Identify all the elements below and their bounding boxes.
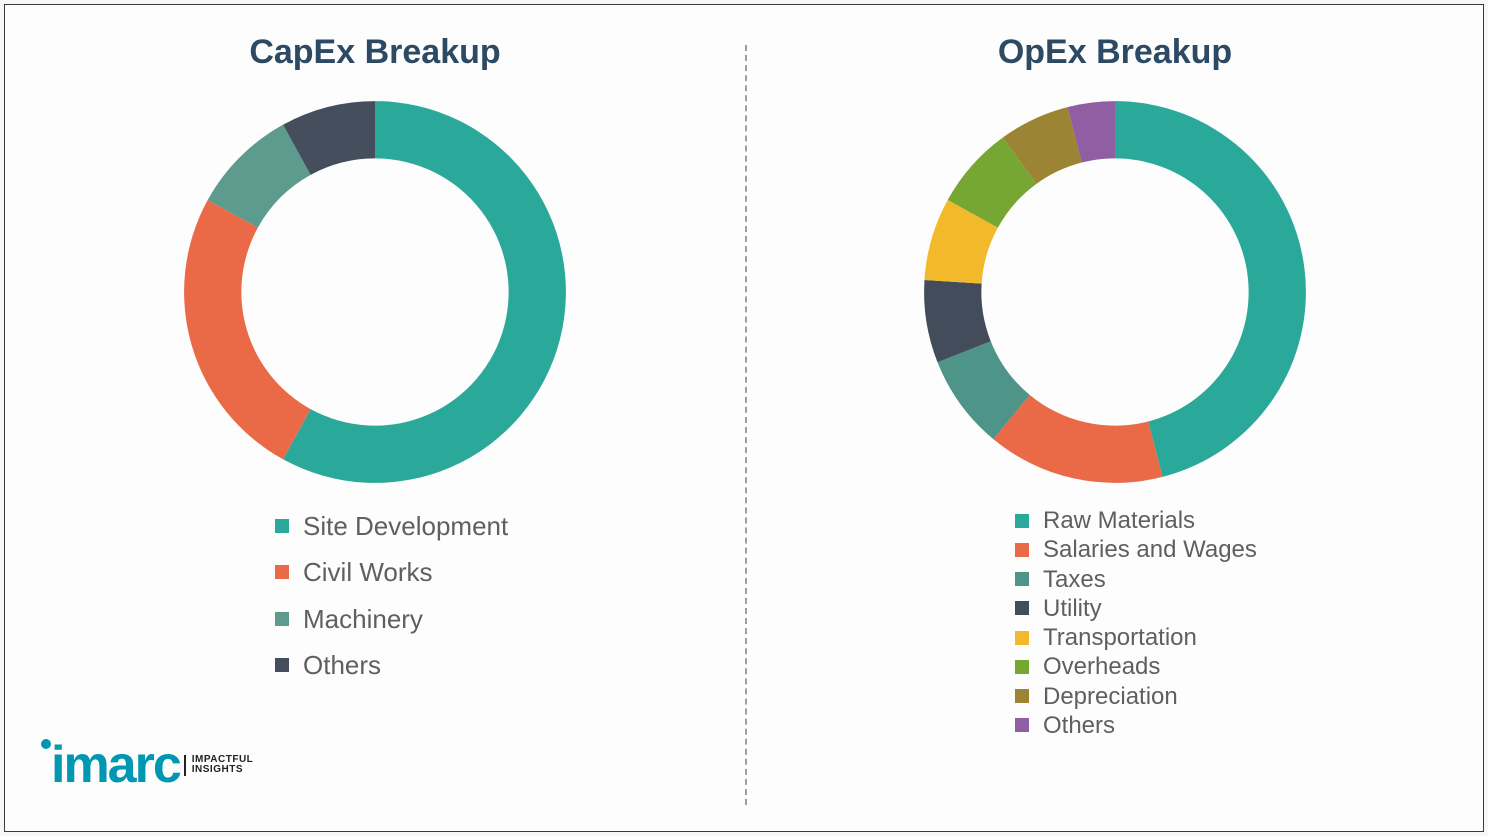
legend-item: Transportation	[1015, 623, 1257, 652]
legend-item: Overheads	[1015, 652, 1257, 681]
legend-label: Others	[1043, 711, 1115, 740]
brand-mark: imarc	[41, 739, 180, 791]
opex-panel: OpEx Breakup Raw MaterialsSalaries and W…	[745, 5, 1485, 831]
legend-label: Site Development	[303, 506, 508, 546]
legend-item: Others	[1015, 711, 1257, 740]
tagline-line1: IMPACTFUL	[192, 754, 254, 765]
legend-swatch	[275, 565, 289, 579]
legend-label: Machinery	[303, 599, 423, 639]
legend-label: Utility	[1043, 594, 1102, 623]
legend-label: Transportation	[1043, 623, 1197, 652]
capex-donut-chart	[165, 82, 585, 502]
donut-slice	[1115, 101, 1306, 477]
brand-text: imarc	[51, 736, 180, 794]
legend-swatch	[1015, 689, 1029, 703]
legend-item: Utility	[1015, 594, 1257, 623]
tagline-line2: INSIGHTS	[192, 764, 243, 775]
legend-label: Raw Materials	[1043, 506, 1195, 535]
legend-label: Depreciation	[1043, 682, 1178, 711]
brand-logo: imarc IMPACTFUL INSIGHTS	[41, 739, 253, 791]
opex-legend: Raw MaterialsSalaries and WagesTaxesUtil…	[1015, 506, 1257, 740]
legend-item: Depreciation	[1015, 682, 1257, 711]
capex-title: CapEx Breakup	[249, 33, 500, 72]
legend-swatch	[1015, 601, 1029, 615]
donut-slice	[184, 200, 311, 459]
legend-item: Salaries and Wages	[1015, 535, 1257, 564]
legend-label: Salaries and Wages	[1043, 535, 1257, 564]
chart-frame: CapEx Breakup Site Development Civil Work…	[4, 4, 1484, 832]
opex-title: OpEx Breakup	[998, 33, 1232, 72]
capex-panel: CapEx Breakup Site Development Civil Work…	[5, 5, 745, 831]
legend-swatch	[275, 658, 289, 672]
legend-swatch	[1015, 631, 1029, 645]
legend-swatch	[1015, 572, 1029, 586]
legend-label: Others	[303, 645, 381, 685]
legend-swatch	[1015, 660, 1029, 674]
brand-tagline: IMPACTFUL INSIGHTS	[184, 755, 254, 776]
legend-swatch	[1015, 718, 1029, 732]
legend-item: Site Development	[275, 506, 508, 546]
legend-item: Taxes	[1015, 565, 1257, 594]
legend-label: Civil Works	[303, 552, 433, 592]
legend-swatch	[1015, 514, 1029, 528]
legend-swatch	[1015, 543, 1029, 557]
legend-item: Raw Materials	[1015, 506, 1257, 535]
legend-swatch	[275, 519, 289, 533]
legend-item: Others	[275, 645, 508, 685]
legend-item: Civil Works	[275, 552, 508, 592]
opex-donut-chart	[905, 82, 1325, 502]
legend-label: Taxes	[1043, 565, 1106, 594]
legend-swatch	[275, 612, 289, 626]
legend-item: Machinery	[275, 599, 508, 639]
capex-legend: Site Development Civil Works Machinery Othe…	[275, 506, 508, 685]
legend-label: Overheads	[1043, 652, 1160, 681]
